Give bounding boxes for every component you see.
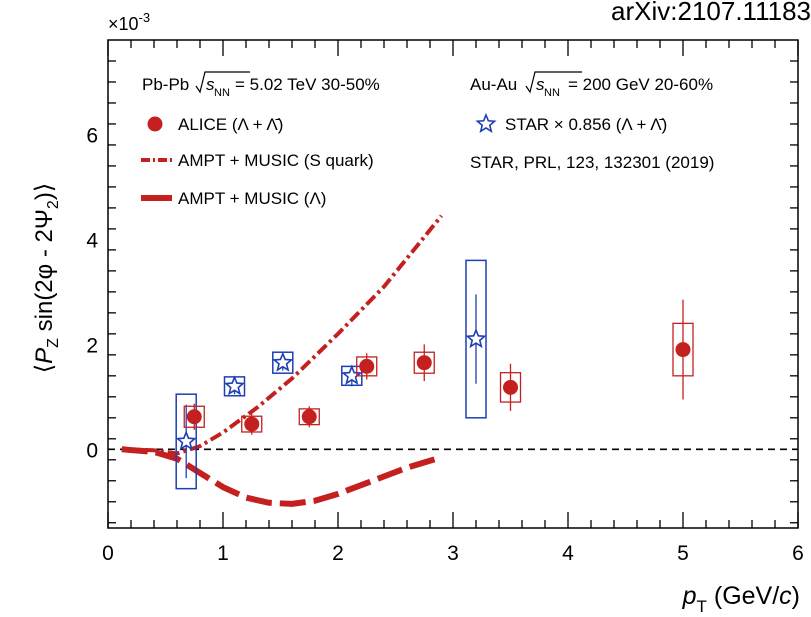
- x-tick-label: 4: [562, 542, 574, 565]
- star-point: [465, 327, 487, 349]
- svg-text:s: s: [206, 75, 215, 94]
- star-sys-box: [175, 393, 197, 490]
- x-tick-label: 0: [102, 542, 114, 565]
- plot-frame: [107, 39, 799, 529]
- y-tick-label: 0: [86, 439, 98, 462]
- svg-text:Pb-Pb: Pb-Pb: [142, 75, 189, 94]
- legend-star-marker: [475, 112, 497, 133]
- annotation-star-ref: STAR, PRL, 123, 132301 (2019): [470, 153, 714, 172]
- star-point: [223, 375, 246, 396]
- legend-alice-marker: [147, 116, 163, 132]
- x-tick-label: 3: [447, 542, 459, 565]
- svg-text:s: s: [536, 75, 545, 94]
- alice-point: [244, 416, 260, 432]
- x-tick-label: 2: [332, 542, 344, 565]
- ampt-lambda-curve: [121, 446, 443, 507]
- alice-point: [301, 409, 317, 425]
- legend: ALICE (Λ + Λ̄) AMPT + MUSIC (S quark) AM…: [141, 112, 667, 208]
- star-point: [175, 430, 197, 451]
- star-sys-box: [465, 259, 487, 419]
- svg-text:NN: NN: [214, 87, 230, 99]
- model-curves: [121, 214, 444, 507]
- star-point: [272, 351, 294, 372]
- alice-point: [503, 379, 518, 395]
- alice-point: [675, 342, 691, 358]
- x-tick-label: 1: [217, 542, 229, 565]
- annotation-auau: Au-Au s NN = 200 GeV 20-60%: [470, 71, 713, 99]
- alice-point: [186, 409, 202, 425]
- star-data: [175, 259, 487, 490]
- ampt-squark-curve: [121, 214, 444, 456]
- axis-ticks: 0 1 2 3 4 5 6 0 2 4 6: [86, 40, 804, 565]
- x-tick-label: 6: [792, 542, 804, 565]
- y-multiplier: ×10-3: [108, 10, 150, 34]
- arxiv-watermark: arXiv:2107.11183: [611, 0, 811, 26]
- svg-text:Au-Au: Au-Au: [470, 75, 517, 94]
- svg-text:= 200 GeV 20-60%: = 200 GeV 20-60%: [568, 75, 713, 94]
- alice-point: [359, 358, 375, 374]
- alice-point: [416, 355, 432, 371]
- x-tick-label: 5: [677, 542, 689, 565]
- legend-star-label: STAR × 0.856 (Λ + Λ̄): [505, 115, 667, 134]
- y-tick-label: 4: [86, 229, 98, 252]
- legend-alice-label: ALICE (Λ + Λ̄): [178, 115, 283, 134]
- alice-data: [183, 299, 694, 435]
- x-axis-title: pT (GeV/c): [682, 582, 800, 616]
- y-tick-label: 2: [86, 334, 98, 357]
- y-tick-label: 6: [86, 124, 98, 147]
- svg-text:NN: NN: [544, 87, 560, 99]
- legend-lambda-label: AMPT + MUSIC (Λ): [178, 189, 326, 208]
- star-point: [341, 364, 363, 385]
- annotation-pbpb: Pb-Pb s NN = 5.02 TeV 30-50%: [142, 71, 380, 99]
- legend-sq-label: AMPT + MUSIC (S quark): [178, 151, 374, 170]
- svg-text:= 5.02 TeV 30-50%: = 5.02 TeV 30-50%: [235, 75, 380, 94]
- y-axis-title: ⟨PZ sin(2φ - 2Ψ2)⟩: [31, 183, 62, 373]
